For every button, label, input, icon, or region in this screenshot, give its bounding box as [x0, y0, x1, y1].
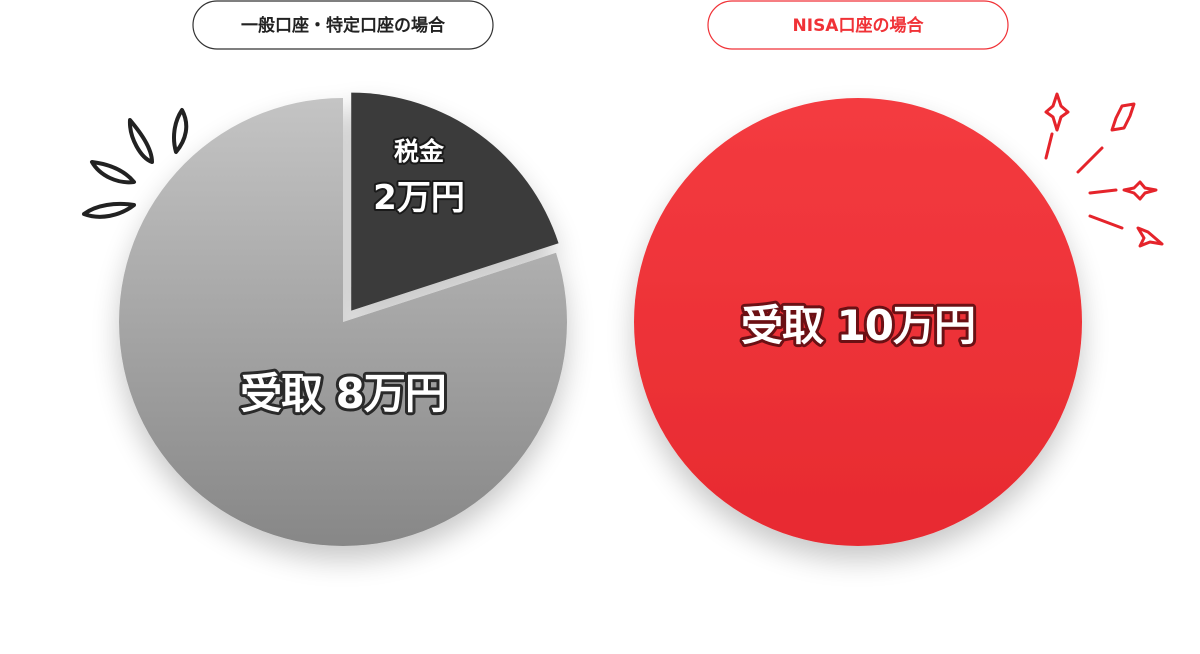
sparkle-icon	[1044, 92, 1070, 132]
emphasis-line	[1088, 188, 1118, 195]
tax-slice-label: 税金	[394, 137, 445, 166]
sparkle-icon	[1110, 102, 1136, 132]
sweat-drop-icon	[127, 118, 154, 164]
received-full-label: 受取 10万円	[741, 301, 975, 350]
pie-slice-received	[119, 98, 567, 546]
right-pie	[634, 98, 1082, 546]
sweat-drop-icon	[82, 201, 136, 219]
emphasis-line	[1088, 214, 1124, 230]
sparkle-icon	[1122, 180, 1158, 201]
right-title-pill	[707, 0, 1009, 50]
sweat-drop-icon	[90, 160, 136, 185]
received-slice-label: 受取 8万円	[240, 369, 446, 418]
left-pie	[119, 92, 567, 546]
sweat-drops-decoration	[82, 108, 189, 219]
pie-slice-tax	[351, 92, 559, 311]
left-chart-panel: 一般口座・特定口座の場合 税金 2万円 受取 8万円	[82, 0, 567, 546]
pie-slice-received-full	[634, 98, 1082, 546]
emphasis-line	[1076, 146, 1104, 174]
tax-slice-value: 2万円	[373, 178, 465, 218]
sparkle-icon	[1136, 226, 1164, 248]
left-title-text: 一般口座・特定口座の場合	[241, 15, 446, 36]
emphasis-line	[1044, 132, 1054, 160]
left-title-pill	[192, 0, 494, 50]
sweat-drop-icon	[172, 108, 189, 154]
sparkle-decoration	[1044, 92, 1164, 248]
right-chart-panel: NISA口座の場合 受取 10万円	[634, 0, 1164, 546]
right-title-text: NISA口座の場合	[793, 15, 925, 36]
